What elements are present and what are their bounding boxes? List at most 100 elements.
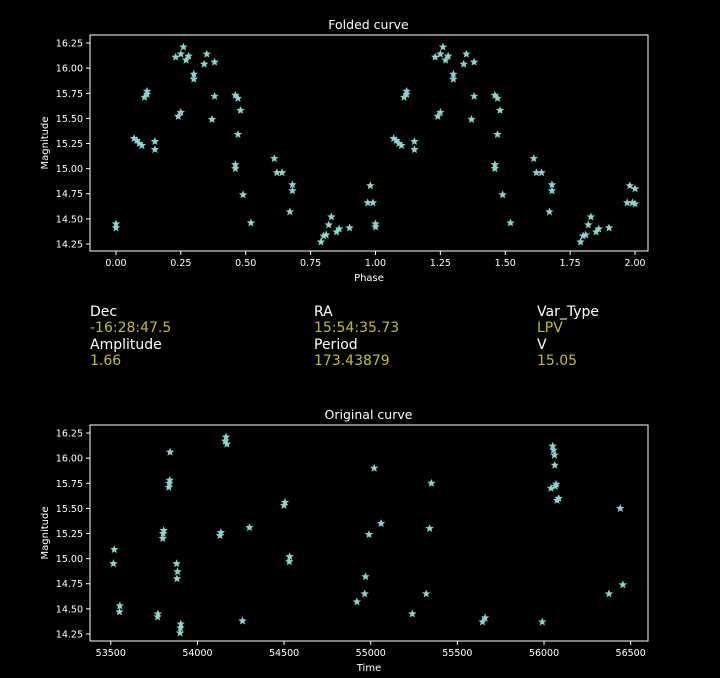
folded-data-point <box>545 207 554 216</box>
info-amplitude: Amplitude 1.66 <box>90 337 162 369</box>
original-y-tick-label: 15.50 <box>56 504 83 515</box>
info-key-var-type: Var_Type <box>537 304 599 320</box>
folded-data-point <box>171 52 180 61</box>
folded-data-point <box>233 93 243 102</box>
original-data-point <box>549 445 558 454</box>
original-x-tick-label: 56000 <box>529 648 559 659</box>
folded-data-point <box>630 199 640 208</box>
folded-data-point <box>321 230 331 239</box>
folded-data-point <box>410 145 419 154</box>
original-data-point <box>408 609 417 618</box>
original-data-point <box>480 613 490 622</box>
folded-data-point <box>402 86 411 95</box>
folded-y-ticks: 14.25 14.50 14.75 15.00 15.25 15.50 15.75 16.00… <box>56 39 90 250</box>
original-data-point <box>238 616 247 625</box>
folded-data-point <box>490 164 500 173</box>
original-y-tick-label: 14.50 <box>56 604 83 615</box>
folded-data-point <box>402 89 411 98</box>
info-var-type: Var_Type LPV <box>537 304 599 336</box>
original-data-point <box>425 524 434 533</box>
original-data-points <box>109 432 628 637</box>
folded-data-point <box>111 223 121 232</box>
original-data-point <box>216 528 226 537</box>
original-data-point <box>616 503 625 512</box>
original-y-tick-label: 15.00 <box>56 554 83 565</box>
original-data-point <box>222 439 232 448</box>
original-data-point <box>153 612 162 621</box>
info-v: V 15.05 <box>537 337 577 369</box>
folded-data-point <box>210 57 219 66</box>
folded-data-point <box>493 130 502 139</box>
folded-data-point <box>238 190 248 199</box>
folded-x-ticks: 0.00 0.25 0.50 0.75 1.00 1.25 1.50 1.75 2.00 <box>105 251 646 269</box>
folded-data-point <box>581 230 590 239</box>
original-y-label: Magnitude <box>40 507 51 560</box>
original-data-point <box>110 545 119 554</box>
original-data-point <box>221 432 231 441</box>
original-data-point <box>176 619 185 628</box>
original-y-tick-label: 14.75 <box>56 579 83 590</box>
original-data-point <box>364 530 374 539</box>
original-data-point <box>618 580 628 589</box>
folded-data-point <box>184 51 193 60</box>
info-ra: RA 15:54:35.73 <box>314 304 399 336</box>
folded-y-tick-label: 14.75 <box>56 189 83 200</box>
folded-data-point <box>174 111 183 120</box>
original-data-point <box>427 478 436 487</box>
folded-data-point <box>469 91 479 100</box>
folded-data-point <box>467 114 476 123</box>
folded-data-point <box>443 51 453 60</box>
original-x-tick-label: 53500 <box>96 648 126 659</box>
folded-x-tick-label: 0.50 <box>235 258 256 269</box>
folded-data-points <box>111 42 640 246</box>
original-y-ticks: 14.25 14.50 14.75 15.00 15.25 15.50 15.75 16.00… <box>56 429 90 640</box>
folded-data-point <box>537 168 546 177</box>
original-data-point <box>172 574 182 583</box>
original-data-point <box>173 567 182 576</box>
folded-data-point <box>288 180 297 189</box>
folded-data-point <box>371 222 380 231</box>
original-x-tick-label: 56500 <box>616 648 646 659</box>
folded-data-point <box>181 55 191 64</box>
original-data-point <box>551 479 561 488</box>
folded-data-point <box>493 93 502 102</box>
info-value-ra: 15:54:35.73 <box>314 320 400 336</box>
folded-x-tick-label: 1.00 <box>365 258 386 269</box>
original-data-point <box>172 559 181 568</box>
original-chart-title: Original curve <box>325 407 413 422</box>
folded-data-point <box>179 42 188 51</box>
star-info-table: Dec -16:28:47.5 RA 15:54:35.73 Var_Type … <box>0 304 720 374</box>
folded-data-point <box>142 89 152 98</box>
folded-data-point <box>576 237 585 246</box>
folded-data-point <box>366 181 375 190</box>
original-x-label: Time <box>356 663 381 674</box>
folded-data-point <box>498 190 507 199</box>
folded-data-point <box>584 220 593 229</box>
original-data-point <box>158 534 167 543</box>
original-data-point <box>153 609 163 618</box>
folded-data-point <box>630 184 640 193</box>
folded-data-point <box>495 105 505 114</box>
folded-data-point <box>202 49 211 58</box>
folded-data-point <box>233 130 243 139</box>
folded-y-tick-label: 14.25 <box>56 239 83 250</box>
folded-data-point <box>345 223 354 232</box>
folded-data-point <box>142 86 152 95</box>
original-data-point <box>604 589 614 598</box>
folded-x-tick-label: 1.25 <box>430 258 451 269</box>
folded-y-tick-label: 16.00 <box>56 64 83 75</box>
folded-data-point <box>433 111 442 120</box>
folded-data-point <box>529 154 538 163</box>
info-dec: Dec -16:28:47.5 <box>90 304 171 336</box>
info-period: Period 173.43879 <box>314 337 390 369</box>
folded-data-point <box>371 219 380 228</box>
folded-data-point <box>410 137 419 146</box>
original-data-point <box>548 441 557 450</box>
folded-y-tick-label: 15.50 <box>56 114 83 125</box>
info-value-dec: -16:28:47.5 <box>90 320 172 336</box>
original-data-point <box>175 628 185 637</box>
folded-data-point <box>469 57 479 66</box>
original-data-point <box>538 617 547 626</box>
info-key-period: Period <box>314 337 358 353</box>
original-x-ticks: 53500 54000 54500 55000 55500 56000 56500 <box>96 641 646 659</box>
